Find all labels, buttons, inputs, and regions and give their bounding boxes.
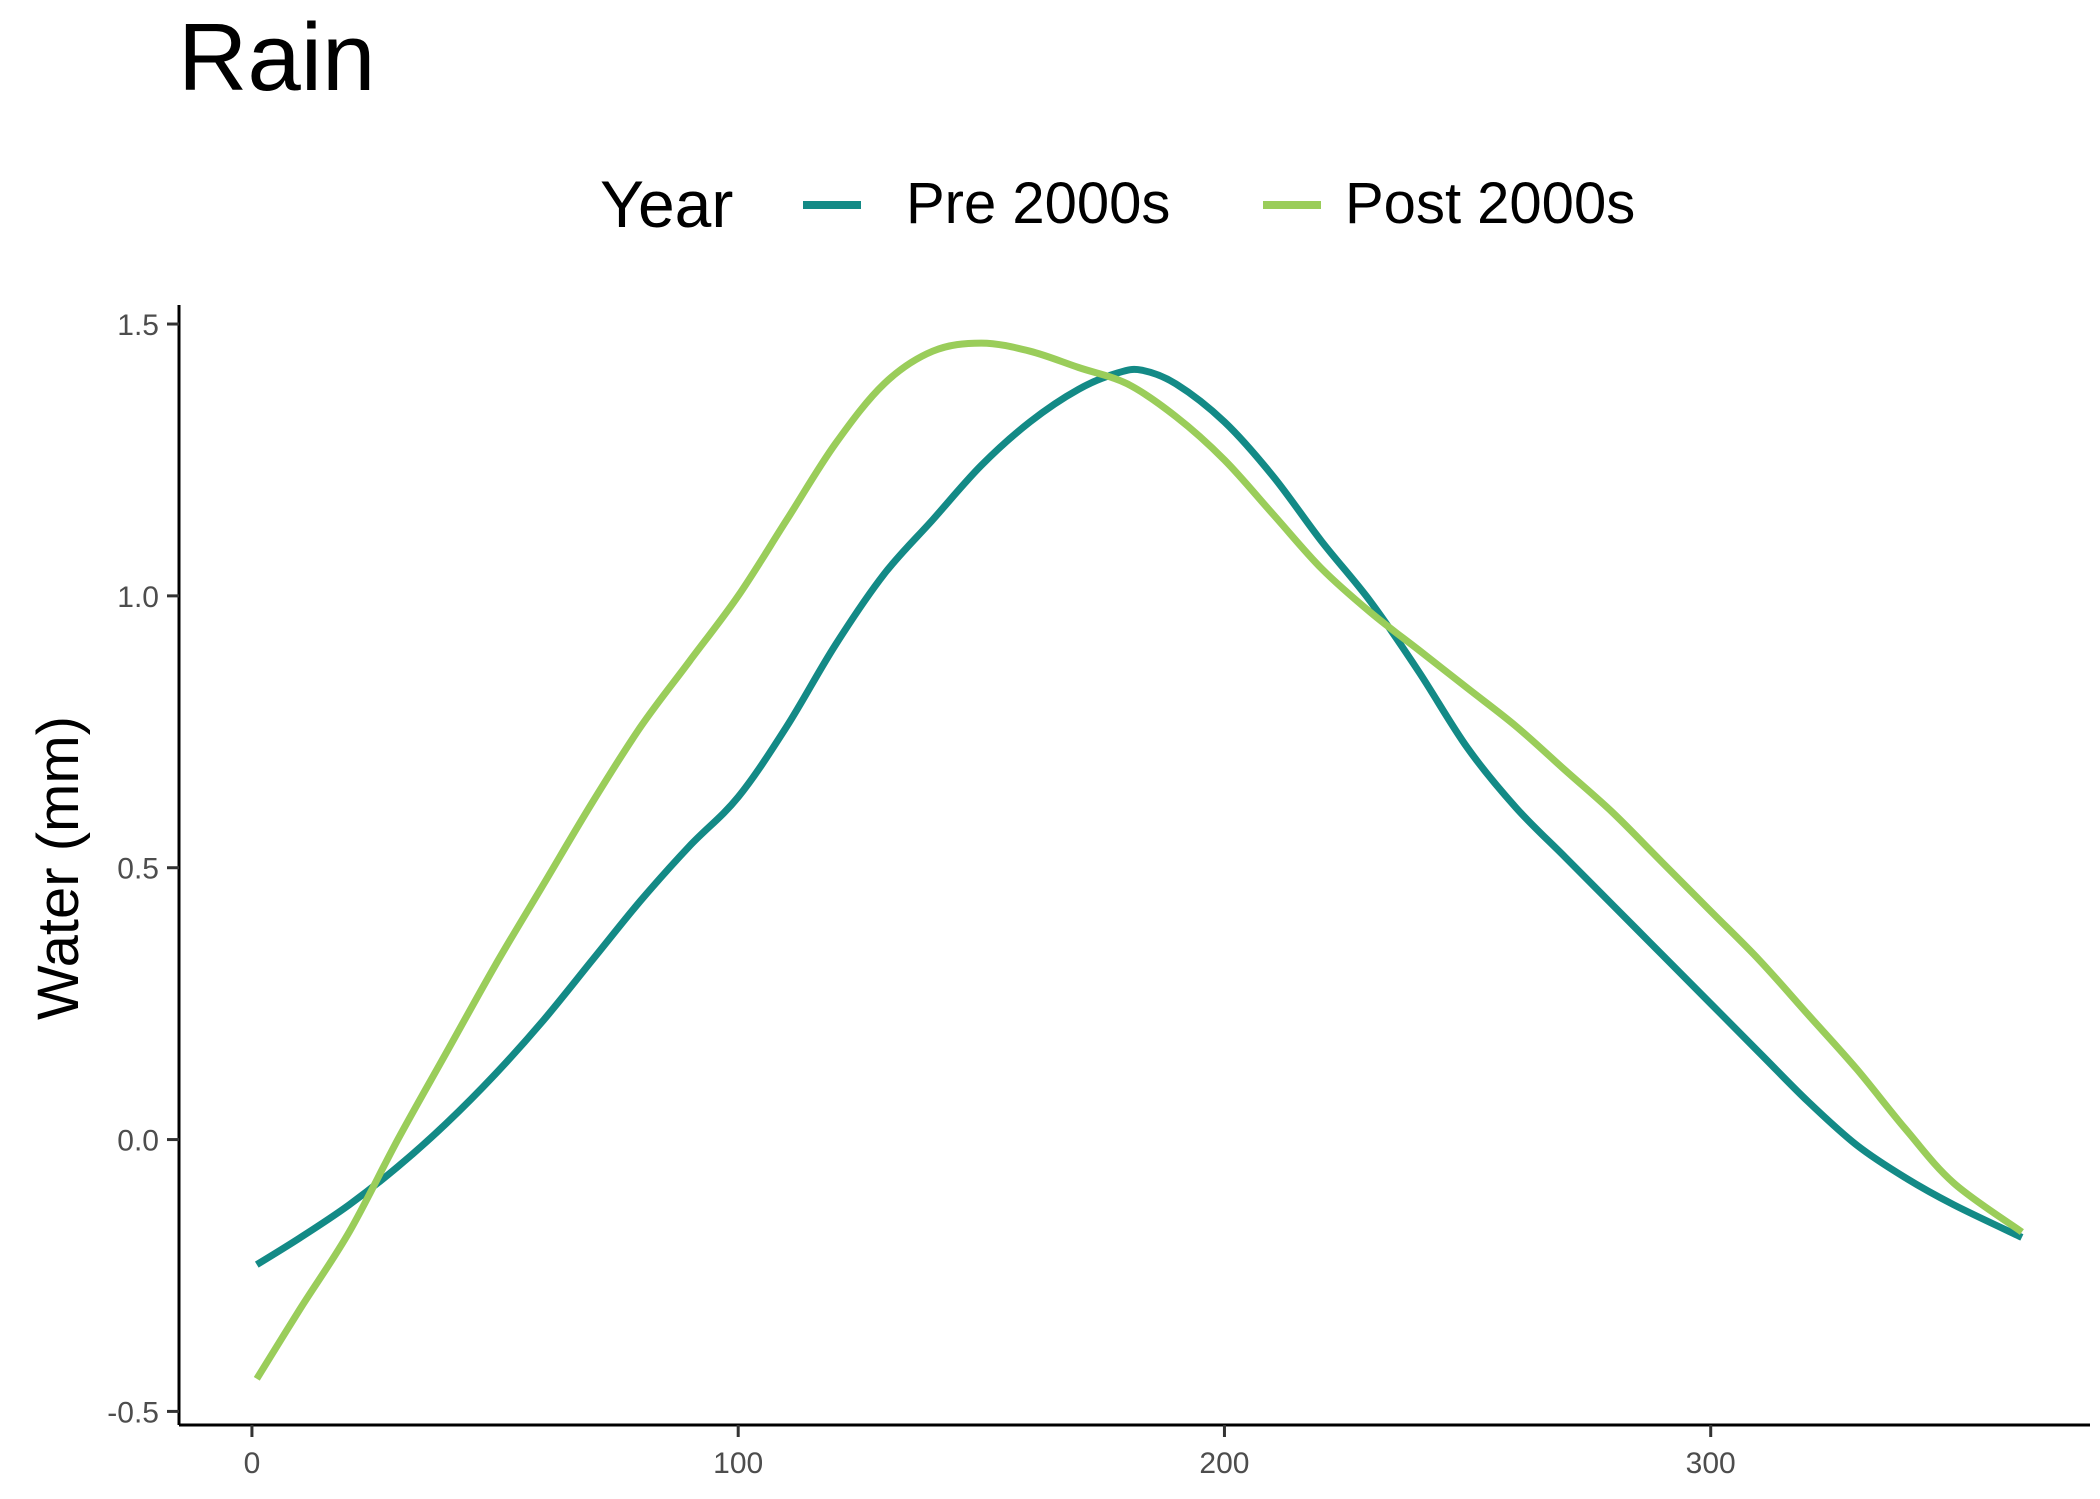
y-tick-label: -0.5 [107,1396,159,1429]
legend-key-post-2000s [1263,201,1321,209]
legend-key-pre-2000s [803,201,861,209]
legend-title: Year [600,167,734,241]
series-line-post-2000s [253,339,2024,1381]
legend-label-post-2000s: Post 2000s [1345,171,1636,236]
x-tick-label: 0 [244,1447,261,1480]
x-tick-label: 300 [1686,1447,1736,1480]
series-line-pre-2000s [254,365,2024,1268]
y-tick-label: 1.0 [117,581,159,614]
y-tick-label: 0.0 [117,1125,159,1158]
y-tick-label: 0.5 [117,853,159,886]
x-tick-label: 200 [1199,1447,1249,1480]
y-tick-label: 1.5 [117,309,159,342]
x-tick-label: 100 [713,1447,763,1480]
axes: 0 100 200 300 -0.5 0.0 0.5 1.0 1.5 [107,305,2090,1480]
y-axis-title: Water (mm) [26,716,91,1020]
legend: Year Pre 2000s Post 2000s [0,165,2100,245]
legend-label-pre-2000s: Pre 2000s [906,171,1171,236]
chart-title: Rain [178,4,376,111]
series-layer [253,339,2024,1381]
